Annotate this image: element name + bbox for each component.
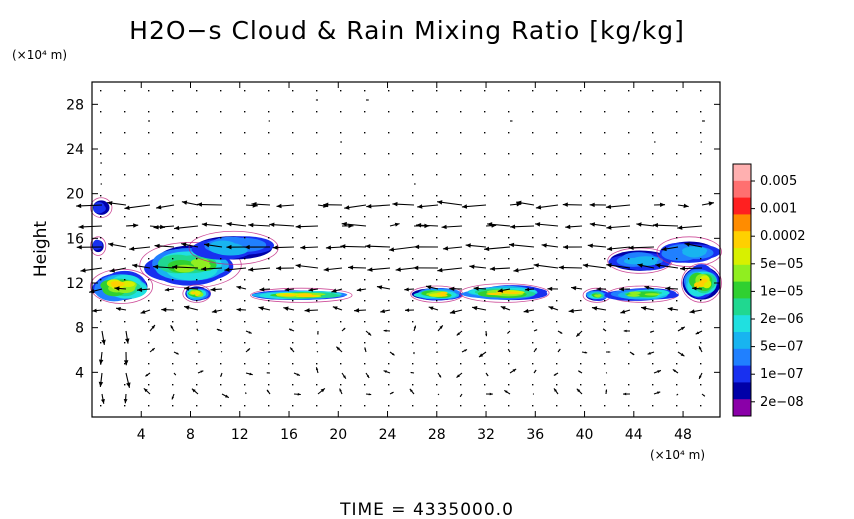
cloud-region [90, 197, 113, 218]
colorbar-swatch [733, 197, 751, 215]
cloud-region [681, 263, 722, 303]
plot-frame [91, 81, 721, 418]
colorbar-swatch [733, 214, 751, 232]
colorbar-swatch [733, 180, 751, 198]
colorbar-label: 2e−08 [760, 395, 804, 410]
grid-dot-field [100, 90, 702, 407]
x-tick-label: 40 [576, 427, 594, 443]
colorbar-swatch [733, 298, 751, 316]
cloud-region [459, 283, 550, 303]
cloud-region [182, 284, 211, 303]
colorbar-swatch [733, 332, 751, 350]
y-tick-label: 24 [66, 142, 84, 158]
colorbar-label: 2e−06 [760, 312, 804, 327]
y-axis: 4 8 12 16 20 24 28 [66, 97, 720, 381]
cloud-region [656, 236, 722, 268]
cloud-field [90, 197, 722, 304]
colorbar-label: 1e−07 [760, 367, 804, 382]
cloud-region [582, 287, 612, 303]
y-tick-label: 20 [66, 187, 84, 203]
x-axis: 4 8 12 16 20 24 28 32 36 40 44 48 [137, 82, 692, 443]
x-tick-label: 36 [526, 427, 544, 443]
x-tick-label: 20 [329, 427, 347, 443]
colorbar-swatch [733, 264, 751, 282]
cloud-region [410, 285, 464, 303]
colorbar-swatch [733, 399, 751, 417]
x-tick-label: 4 [137, 427, 146, 443]
colorbar-label: 1e−05 [760, 284, 804, 299]
cloud-region [188, 230, 279, 265]
x-tick-label: 44 [625, 427, 643, 443]
y-tick-label: 4 [75, 365, 84, 381]
colorbar-swatch [733, 348, 751, 366]
colorbar-swatch [733, 315, 751, 333]
cloud-region [90, 268, 154, 304]
colorbar-label: 5e−05 [760, 257, 804, 272]
y-axis-label: Height [31, 221, 51, 278]
colorbar: 0.005 0.001 0.0002 5e−05 1e−05 2e−06 5e−07 1e−0… [732, 163, 806, 417]
y-tick-label: 28 [66, 97, 84, 113]
colorbar-label: 0.0002 [760, 229, 806, 244]
colorbar-label: 0.005 [760, 174, 797, 189]
x-tick-label: 48 [674, 427, 692, 443]
wind-vector-field [76, 99, 715, 404]
colorbar-swatch [733, 382, 751, 400]
x-tick-label: 28 [428, 427, 446, 443]
x-tick-label: 12 [231, 427, 249, 443]
colorbar-swatch [733, 231, 751, 249]
x-axis-unit-label: (×10⁴ m) [650, 448, 705, 462]
y-tick-label: 16 [66, 231, 84, 247]
colorbar-label: 0.001 [760, 202, 797, 217]
x-tick-label: 8 [186, 427, 195, 443]
colorbar-swatch [733, 365, 751, 383]
x-tick-label: 16 [280, 427, 298, 443]
cloud-region [604, 285, 679, 303]
chart-title: H2O−s Cloud & Rain Mixing Ratio [kg/kg] [129, 16, 685, 45]
cloud-region [90, 236, 107, 256]
y-axis-unit-label: (×10⁴ m) [12, 48, 67, 62]
colorbar-label: 5e−07 [760, 340, 804, 355]
x-tick-label: 24 [379, 427, 397, 443]
cloud-region [250, 287, 353, 303]
colorbar-swatch [733, 164, 751, 182]
x-tick-label: 32 [477, 427, 495, 443]
colorbar-swatch [733, 281, 751, 299]
time-label: TIME = 4335000.0 [339, 500, 514, 519]
y-tick-label: 8 [75, 321, 84, 337]
colorbar-swatch [733, 248, 751, 266]
y-tick-label: 12 [66, 276, 84, 292]
